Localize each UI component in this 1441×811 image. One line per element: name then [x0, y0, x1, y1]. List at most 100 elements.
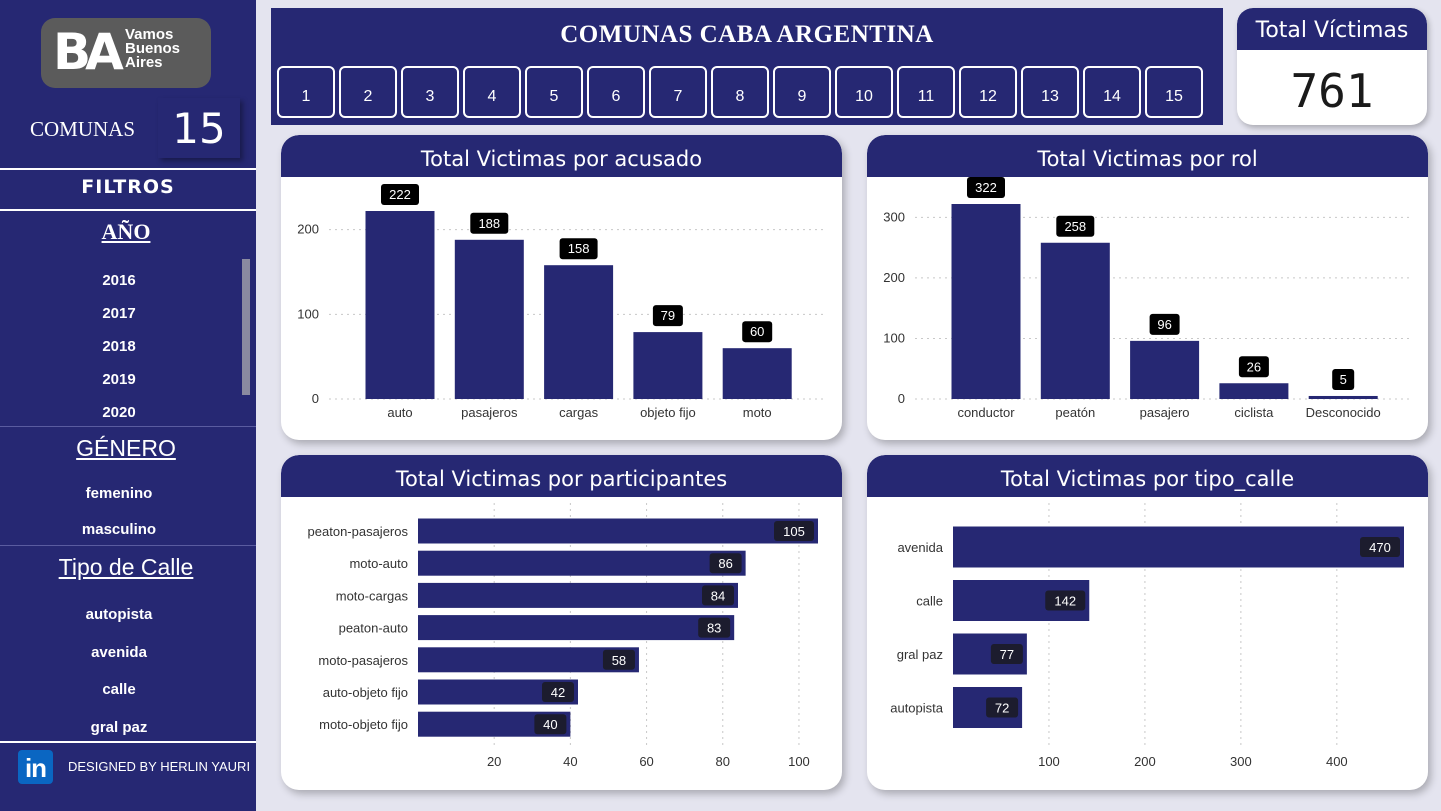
y-tick-label: moto-cargas	[336, 588, 409, 603]
comuna-button-6[interactable]: 6	[587, 66, 645, 118]
year-filter-option[interactable]: 2018	[102, 338, 136, 355]
comuna-button-4[interactable]: 4	[463, 66, 521, 118]
divider	[0, 426, 256, 427]
y-tick-label: 100	[883, 330, 905, 345]
gender-filter-option[interactable]: femenino	[85, 485, 153, 502]
bar	[951, 204, 1021, 399]
chart-card-participantes: Total Victimas por participantes 20 40 60 8…	[281, 455, 842, 790]
x-tick-label: Desconocido	[1306, 405, 1381, 420]
x-tick-label: 80	[716, 754, 730, 769]
x-tick-label: 400	[1326, 754, 1348, 769]
data-label: 158	[568, 241, 590, 256]
y-tick-label: 200	[297, 222, 319, 237]
comuna-button-3[interactable]: 3	[401, 66, 459, 118]
gender-filter-list: femenino masculino	[0, 476, 238, 548]
x-tick-label: ciclista	[1234, 405, 1274, 420]
logo-line-1: Vamos	[125, 26, 174, 43]
data-label: 142	[1054, 594, 1076, 609]
gender-filter-option[interactable]: masculino	[81, 521, 157, 538]
x-tick-label: 40	[563, 754, 577, 769]
x-tick-label: moto	[743, 405, 772, 420]
year-filter-list: 2016 2017 2018 2019 2020	[0, 264, 238, 429]
linkedin-icon[interactable]: in	[18, 750, 53, 784]
gender-filter-title: GÉNERO	[76, 435, 176, 461]
bar	[544, 265, 614, 399]
data-label: 42	[551, 685, 565, 700]
y-tick-label: gral paz	[897, 647, 943, 662]
bar	[722, 348, 792, 399]
filters-title: FILTROS	[81, 176, 175, 198]
data-label: 58	[612, 653, 626, 668]
street-type-filter-option[interactable]: gral paz	[90, 718, 148, 736]
data-label-bg	[534, 714, 567, 735]
data-label-bg	[602, 649, 635, 670]
data-label: 322	[975, 180, 997, 195]
comuna-button-14[interactable]: 14	[1083, 66, 1141, 118]
x-tick-label: peatón	[1055, 405, 1095, 420]
bar	[418, 647, 639, 673]
comuna-button-12[interactable]: 12	[959, 66, 1017, 118]
data-label-bg	[1045, 590, 1086, 611]
divider	[0, 741, 256, 743]
comunas-label: COMUNAS	[30, 117, 136, 141]
y-tick-label: autopista	[890, 701, 944, 716]
designer-credit: DESIGNED BY HERLIN YAURI	[68, 759, 251, 774]
comunas-count-card: 15	[158, 98, 240, 158]
comuna-button-5[interactable]: 5	[525, 66, 583, 118]
y-tick-label: avenida	[897, 540, 943, 555]
comuna-button-8[interactable]: 8	[711, 66, 769, 118]
bar	[418, 550, 746, 576]
data-label: 84	[711, 588, 725, 603]
street-type-filter-option[interactable]: avenida	[91, 643, 147, 661]
x-tick-label: objeto fijo	[640, 405, 696, 420]
x-tick-label: 300	[1230, 754, 1252, 769]
comuna-button-2[interactable]: 2	[339, 66, 397, 118]
street-type-filter-option[interactable]: calle	[102, 681, 136, 698]
comuna-button-7[interactable]: 7	[649, 66, 707, 118]
comuna-button-10[interactable]: 10	[835, 66, 893, 118]
y-tick-label: calle	[916, 594, 943, 609]
data-label-bg	[698, 617, 731, 638]
data-label: 5	[1340, 372, 1347, 387]
chart-title: Total Victimas por acusado	[281, 135, 842, 177]
x-tick-label: conductor	[957, 405, 1015, 420]
street-type-filter-option[interactable]: autopista	[85, 606, 153, 623]
data-label-bg	[742, 321, 773, 343]
comuna-button-9[interactable]: 9	[773, 66, 831, 118]
y-tick-label: auto-objeto fijo	[323, 685, 408, 700]
data-label: 105	[783, 524, 805, 539]
comuna-button-13[interactable]: 13	[1021, 66, 1079, 118]
data-label-bg	[652, 305, 683, 327]
year-list-scrollbar[interactable]	[242, 259, 250, 395]
data-label: 188	[478, 216, 500, 231]
chart-card-rol: Total Victimas por rol 0 100 200 300 322 cond…	[867, 135, 1428, 440]
chart-title: Total Victimas por participantes	[281, 455, 842, 497]
comuna-button-1[interactable]: 1	[277, 66, 335, 118]
data-label: 72	[995, 701, 1009, 716]
total-victims-value: 761	[1290, 64, 1374, 118]
total-victims-card: Total Víctimas 761	[1237, 8, 1427, 125]
data-label-bg	[1360, 537, 1400, 557]
divider	[0, 545, 256, 546]
x-tick-label: 20	[487, 754, 501, 769]
comuna-button-11[interactable]: 11	[897, 66, 955, 118]
year-filter-option[interactable]: 2016	[102, 272, 136, 289]
data-label-bg	[774, 521, 814, 541]
comunas-header: COMUNAS CABA ARGENTINA 1 2 3 4 5 6 7 8 9 10 11 12 13…	[271, 8, 1223, 125]
year-filter-option[interactable]: 2019	[102, 371, 136, 388]
data-label-bg	[702, 585, 734, 606]
comuna-button-15[interactable]: 15	[1145, 66, 1203, 118]
data-label: 40	[543, 717, 557, 732]
year-filter-option[interactable]: 2017	[102, 305, 136, 322]
data-label: 60	[750, 324, 764, 339]
ba-logo-text: Vamos Buenos Aires	[125, 26, 180, 70]
x-tick-label: 200	[1134, 754, 1156, 769]
y-tick-label: 200	[883, 270, 905, 285]
y-tick-label: 0	[898, 391, 905, 406]
chart-rol: 0 100 200 300 322 conductor 258 peatón 96 pasajer…	[883, 177, 1412, 420]
page-title: COMUNAS CABA ARGENTINA	[560, 21, 934, 48]
year-filter-option[interactable]: 2020	[102, 404, 136, 421]
data-label-bg	[1238, 356, 1269, 378]
x-tick-label: pasajero	[1140, 405, 1190, 420]
bar	[1308, 395, 1378, 399]
